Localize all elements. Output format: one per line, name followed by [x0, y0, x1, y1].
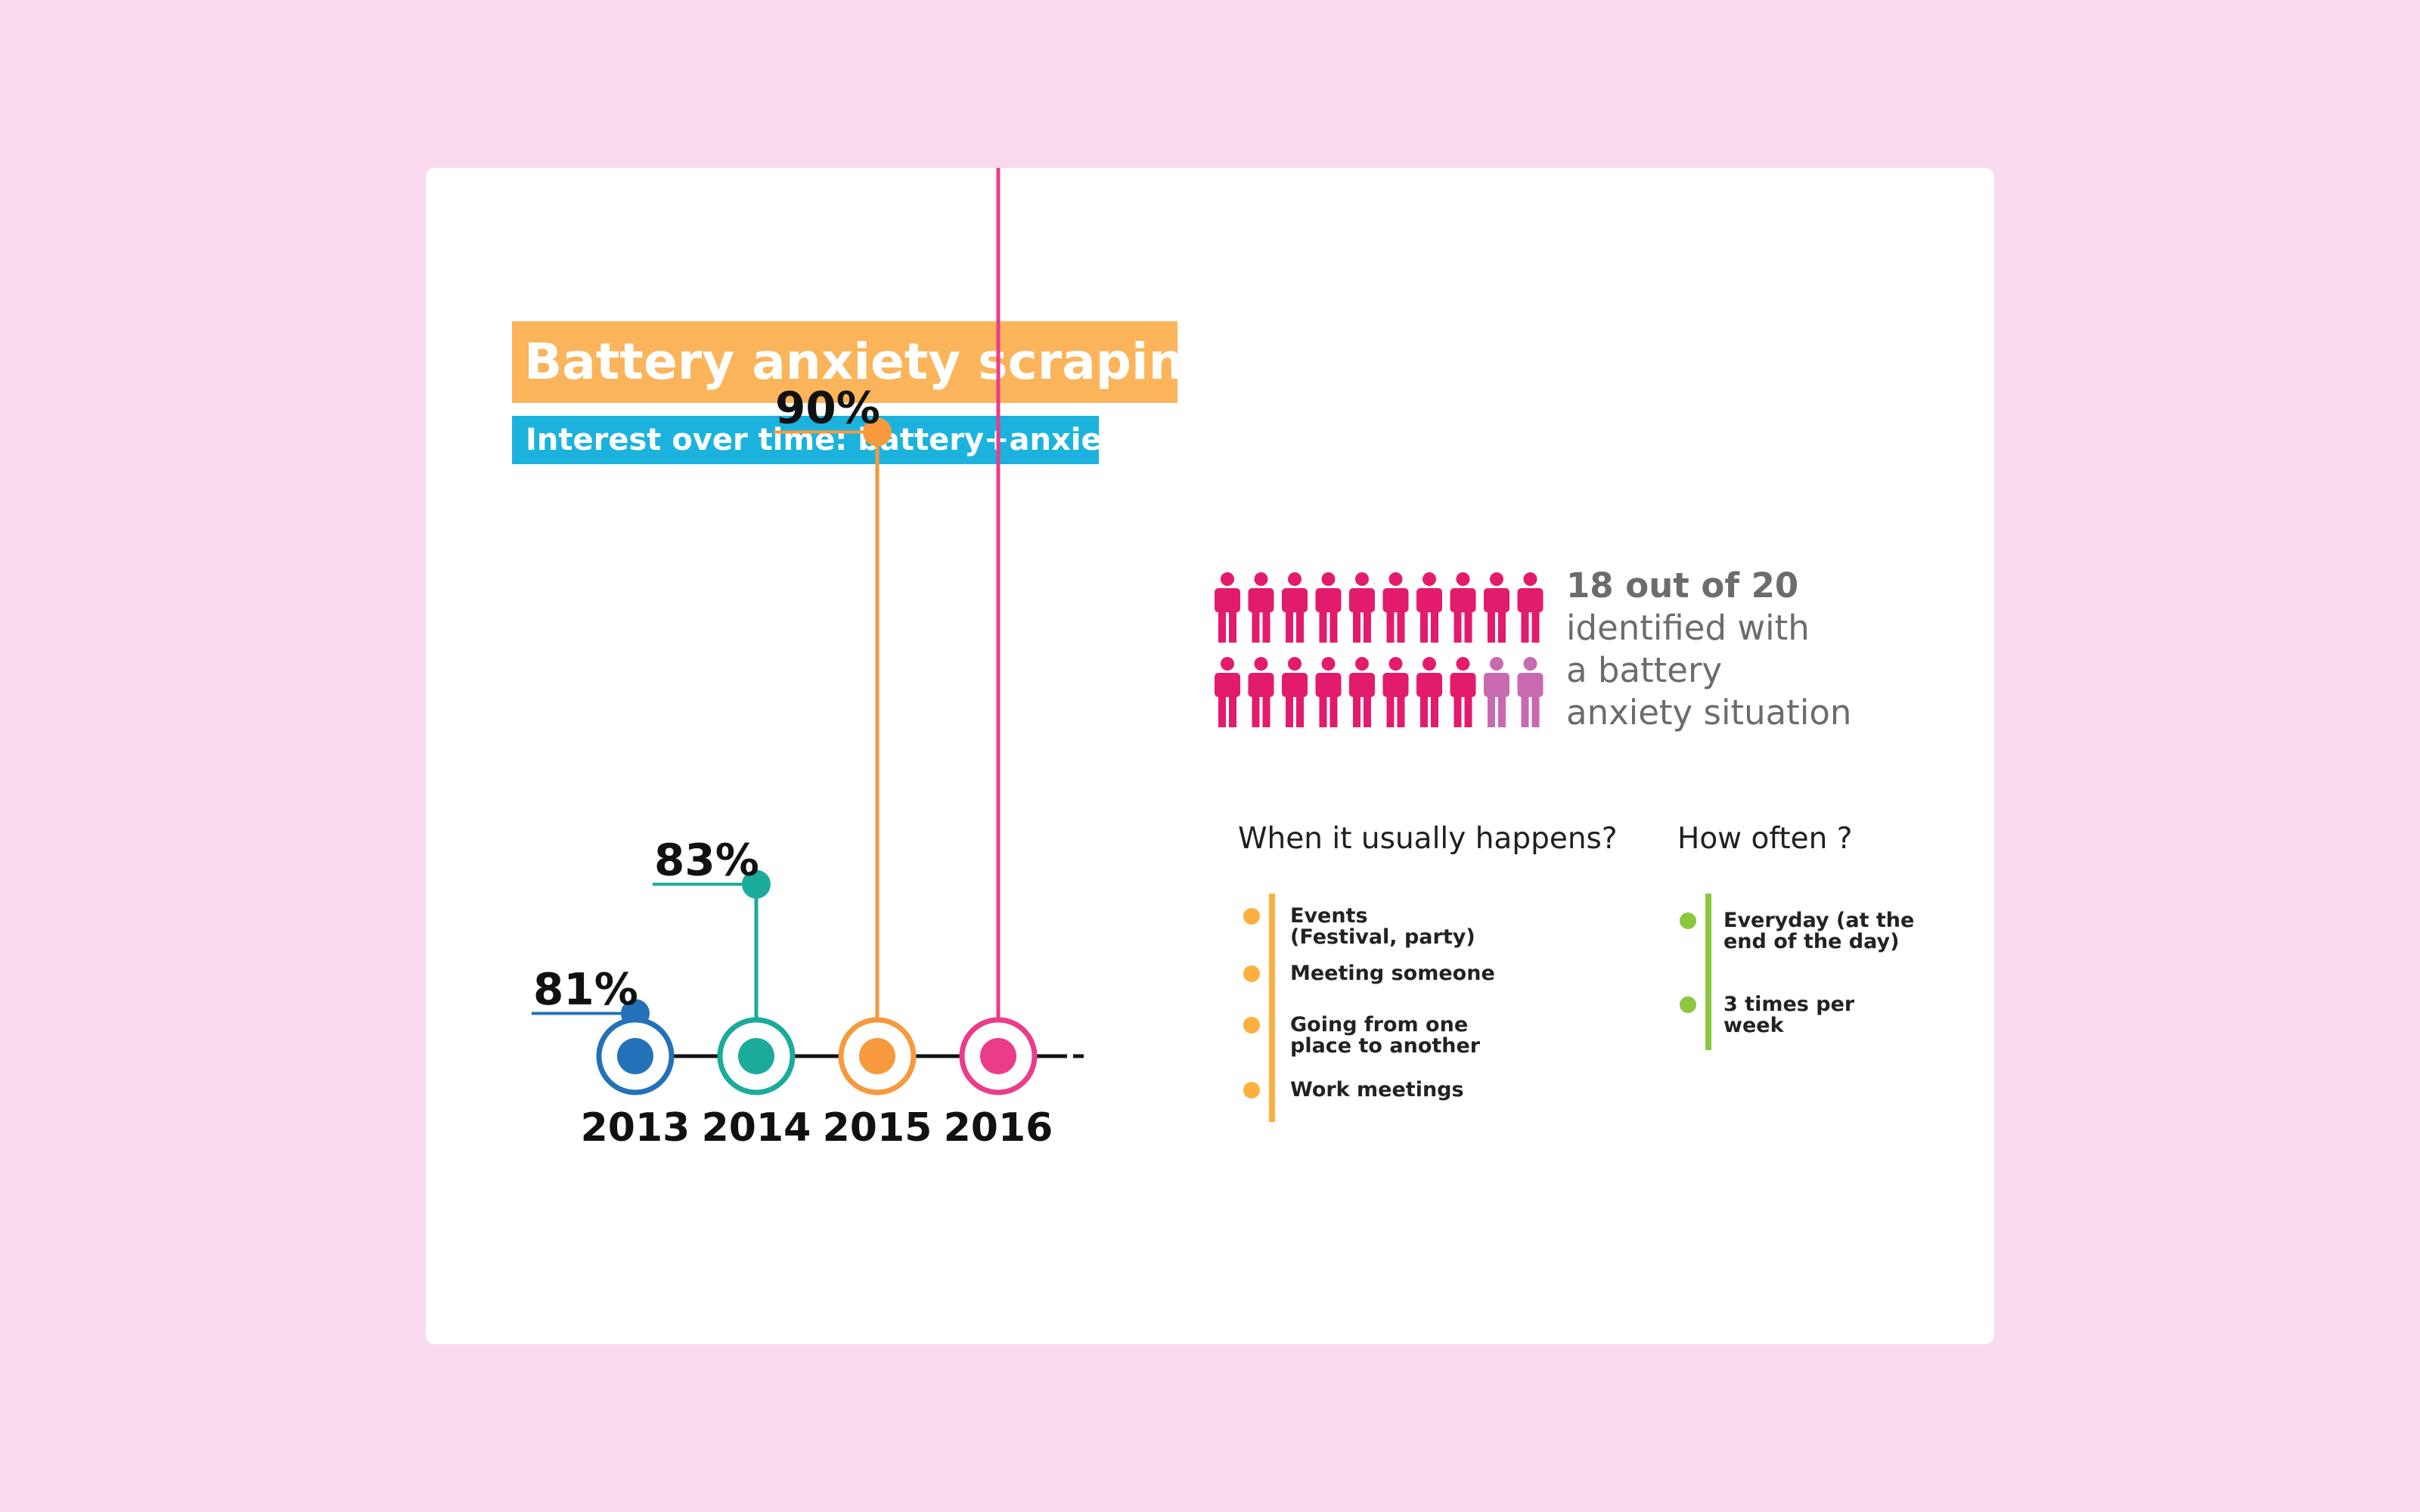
value-label: 90% [775, 383, 880, 434]
people-caption-line: anxiety situation [1566, 692, 1852, 733]
page-title: Battery anxiety scraping [512, 321, 1220, 403]
person-icon [1382, 657, 1409, 727]
value-label: 83% [654, 835, 759, 886]
bullet-dot [1243, 1017, 1260, 1033]
often-accent-bar [1705, 894, 1711, 1050]
list-item: Meeting someone [1290, 962, 1495, 985]
person-icon [1416, 572, 1442, 643]
person-icon [1349, 657, 1375, 727]
year-label: 2013 [581, 1105, 690, 1151]
people-caption-line: a battery [1566, 650, 1723, 690]
person-icon [1416, 657, 1442, 727]
infographic-card: Battery anxiety scraping Interest over t… [426, 168, 1994, 1344]
list-item: Everyday (at the end of the day) [1723, 909, 1915, 953]
bullet-dot [1680, 996, 1696, 1013]
person-icon [1282, 572, 1308, 643]
bullet-dot [1243, 1082, 1260, 1098]
person-icon [1450, 572, 1476, 643]
person-icon [1282, 657, 1308, 727]
year-label: 2014 [702, 1105, 811, 1151]
value-dot [863, 417, 892, 447]
person-icon [1248, 572, 1274, 643]
people-pictogram [1215, 572, 1544, 727]
year-marker-dot [738, 1038, 774, 1074]
person-icon [1450, 657, 1476, 727]
people-caption: 18 out of 20 identified with a battery a… [1566, 565, 1851, 734]
value-label: 81% [533, 964, 638, 1015]
bullet-dot [1680, 912, 1696, 929]
chart-subtitle: Interest over time: battery+anxiety [512, 416, 1136, 464]
year-marker-dot [617, 1038, 653, 1074]
people-caption-line: identified with [1566, 608, 1810, 648]
when-heading: When it usually happens? [1238, 822, 1618, 856]
year-marker-dot [980, 1038, 1016, 1074]
value-dot [742, 869, 771, 899]
when-accent-bar [1269, 894, 1275, 1122]
person-icon [1484, 657, 1509, 727]
person-icon [1215, 572, 1240, 643]
person-icon [1517, 657, 1544, 727]
often-heading: How often ? [1677, 822, 1853, 856]
person-icon [1484, 572, 1509, 643]
person-icon [1248, 657, 1274, 727]
person-icon [1215, 657, 1240, 727]
list-item: 3 times per week [1723, 993, 1855, 1037]
year-label: 2015 [823, 1105, 932, 1151]
person-icon [1382, 572, 1409, 643]
year-marker-dot [859, 1038, 895, 1074]
person-icon [1315, 657, 1342, 727]
list-item: Work meetings [1290, 1078, 1464, 1101]
bullet-dot [1243, 965, 1260, 982]
person-icon [1517, 572, 1544, 643]
year-label: 2016 [944, 1105, 1053, 1151]
list-item: Going from one place to another [1290, 1013, 1481, 1058]
person-icon [1315, 572, 1342, 643]
people-caption-line: 18 out of 20 [1566, 565, 1799, 606]
list-item: Events (Festival, party) [1290, 904, 1475, 949]
person-icon [1349, 572, 1375, 643]
bullet-dot [1243, 908, 1260, 925]
